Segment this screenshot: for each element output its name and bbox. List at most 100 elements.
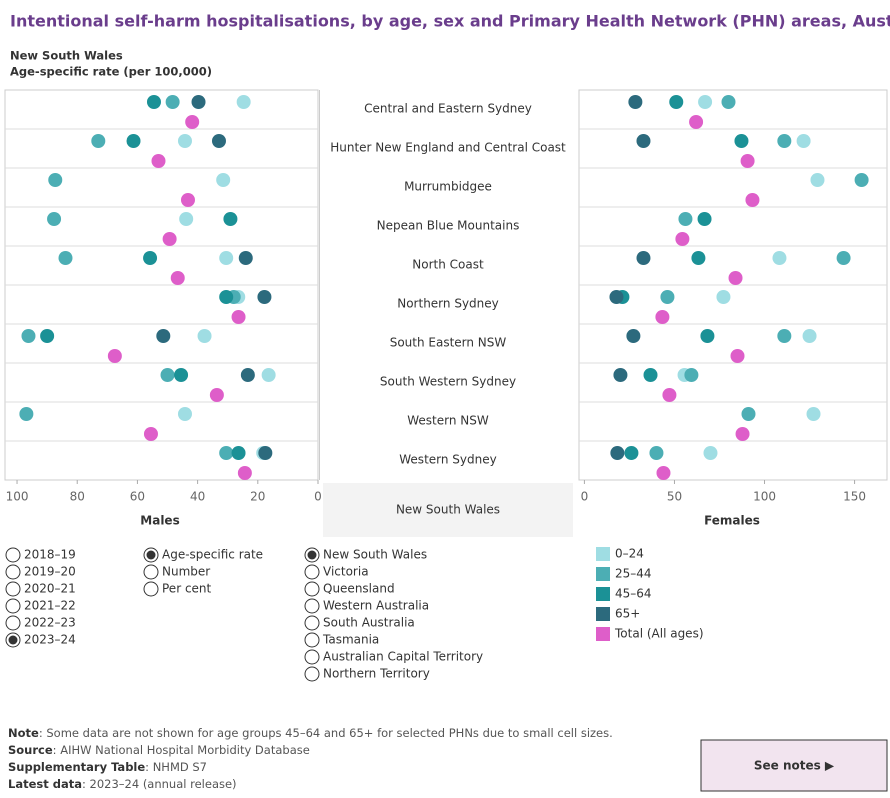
dot	[660, 290, 675, 304]
radio-label[interactable]: 2018–19	[24, 548, 76, 562]
legend-label: Total (All ages)	[614, 627, 704, 641]
radio-button[interactable]	[143, 581, 159, 597]
radio-label[interactable]: 2023–24	[24, 633, 76, 647]
dot	[47, 212, 62, 226]
footer-line: Note: Some data are not shown for age gr…	[8, 726, 613, 740]
legend-swatch	[596, 567, 610, 581]
dot	[777, 134, 792, 148]
dot	[177, 407, 192, 421]
radio-label[interactable]: Western Australia	[323, 599, 429, 613]
dot	[806, 407, 821, 421]
dot	[655, 310, 670, 324]
radio-button[interactable]	[5, 564, 21, 580]
legend-swatch	[596, 547, 610, 561]
category-label: Northern Sydney	[397, 297, 499, 311]
radio-label[interactable]: 2021–22	[24, 599, 76, 613]
dot	[772, 251, 787, 265]
radio-dot	[307, 550, 317, 560]
dot	[836, 251, 851, 265]
see-notes-button[interactable]	[700, 739, 888, 792]
radio-label[interactable]: South Australia	[323, 616, 415, 630]
radio-dot	[146, 550, 156, 560]
dot	[740, 154, 755, 168]
x-tick-label: 0	[314, 490, 322, 504]
dot	[219, 290, 234, 304]
x-tick-label: 60	[130, 490, 145, 504]
category-label: Murrumbidgee	[404, 180, 492, 194]
radio-button[interactable]	[304, 666, 320, 682]
footer-line: Latest data: 2023–24 (annual release)	[8, 777, 237, 791]
radio-label[interactable]: 2020–21	[24, 582, 76, 596]
radio-button[interactable]	[304, 564, 320, 580]
radio-button[interactable]	[304, 649, 320, 665]
radio-label[interactable]: New South Wales	[323, 548, 427, 562]
dot	[643, 368, 658, 382]
dot	[745, 193, 760, 207]
dot	[697, 212, 712, 226]
dot	[156, 329, 171, 343]
dot	[236, 95, 251, 109]
category-label: Hunter New England and Central Coast	[330, 141, 566, 155]
dot	[675, 232, 690, 246]
legend-swatch	[596, 627, 610, 641]
dot	[21, 329, 36, 343]
dot	[734, 134, 749, 148]
dot	[151, 154, 166, 168]
dot	[58, 251, 73, 265]
radio-button[interactable]	[5, 581, 21, 597]
footer-line: Supplementary Table: NHMD S7	[8, 760, 207, 774]
radio-label[interactable]: 2022–23	[24, 616, 76, 630]
radio-button[interactable]	[5, 598, 21, 614]
dot	[636, 251, 651, 265]
dot	[716, 290, 731, 304]
radio-label[interactable]: Victoria	[323, 565, 369, 579]
radio-button[interactable]	[304, 615, 320, 631]
dot	[126, 134, 141, 148]
x-tick-label: 0	[581, 490, 589, 504]
dot	[216, 173, 231, 187]
dot	[177, 134, 192, 148]
radio-button[interactable]	[304, 598, 320, 614]
radio-button[interactable]	[5, 547, 21, 563]
radio-button[interactable]	[304, 581, 320, 597]
dot	[662, 388, 677, 402]
footer-label: Note	[8, 726, 39, 740]
x-tick-label: 50	[667, 490, 682, 504]
legend-label: 25–44	[615, 567, 652, 581]
radio-label[interactable]: Age-specific rate	[162, 548, 263, 562]
footer-line: Source: AIHW National Hospital Morbidity…	[8, 743, 310, 757]
dot	[197, 329, 212, 343]
dot	[728, 271, 743, 285]
radio-label[interactable]: Australian Capital Territory	[323, 650, 483, 664]
footer-text: : NHMD S7	[145, 760, 207, 774]
dot	[107, 349, 122, 363]
dot	[19, 407, 34, 421]
radio-button[interactable]	[304, 632, 320, 648]
radio-label[interactable]: Per cent	[162, 582, 212, 596]
dot	[678, 212, 693, 226]
dot	[636, 134, 651, 148]
x-tick-label: 100	[753, 490, 776, 504]
footer-text: : AIHW National Hospital Morbidity Datab…	[53, 743, 310, 757]
dot	[209, 388, 224, 402]
legend-swatch	[596, 587, 610, 601]
category-label: Western Sydney	[399, 453, 496, 467]
dot	[796, 134, 811, 148]
radio-label[interactable]: Queensland	[323, 582, 395, 596]
axis-label: Males	[140, 514, 179, 528]
x-tick-label: 100	[6, 490, 29, 504]
radio-label[interactable]: Northern Territory	[323, 667, 430, 681]
radio-label[interactable]: Number	[162, 565, 210, 579]
dot	[231, 446, 246, 460]
footer-text: : 2023–24 (annual release)	[82, 777, 237, 791]
legend-swatch	[596, 607, 610, 621]
dot	[730, 349, 745, 363]
radio-button[interactable]	[143, 564, 159, 580]
radio-label[interactable]: 2019–20	[24, 565, 76, 579]
title: Intentional self-harm hospitalisations, …	[10, 12, 890, 31]
radio-label[interactable]: Tasmania	[322, 633, 379, 647]
see-notes-label[interactable]: See notes ▶	[754, 759, 835, 773]
dot	[698, 95, 713, 109]
dot	[613, 368, 628, 382]
radio-button[interactable]	[5, 615, 21, 631]
